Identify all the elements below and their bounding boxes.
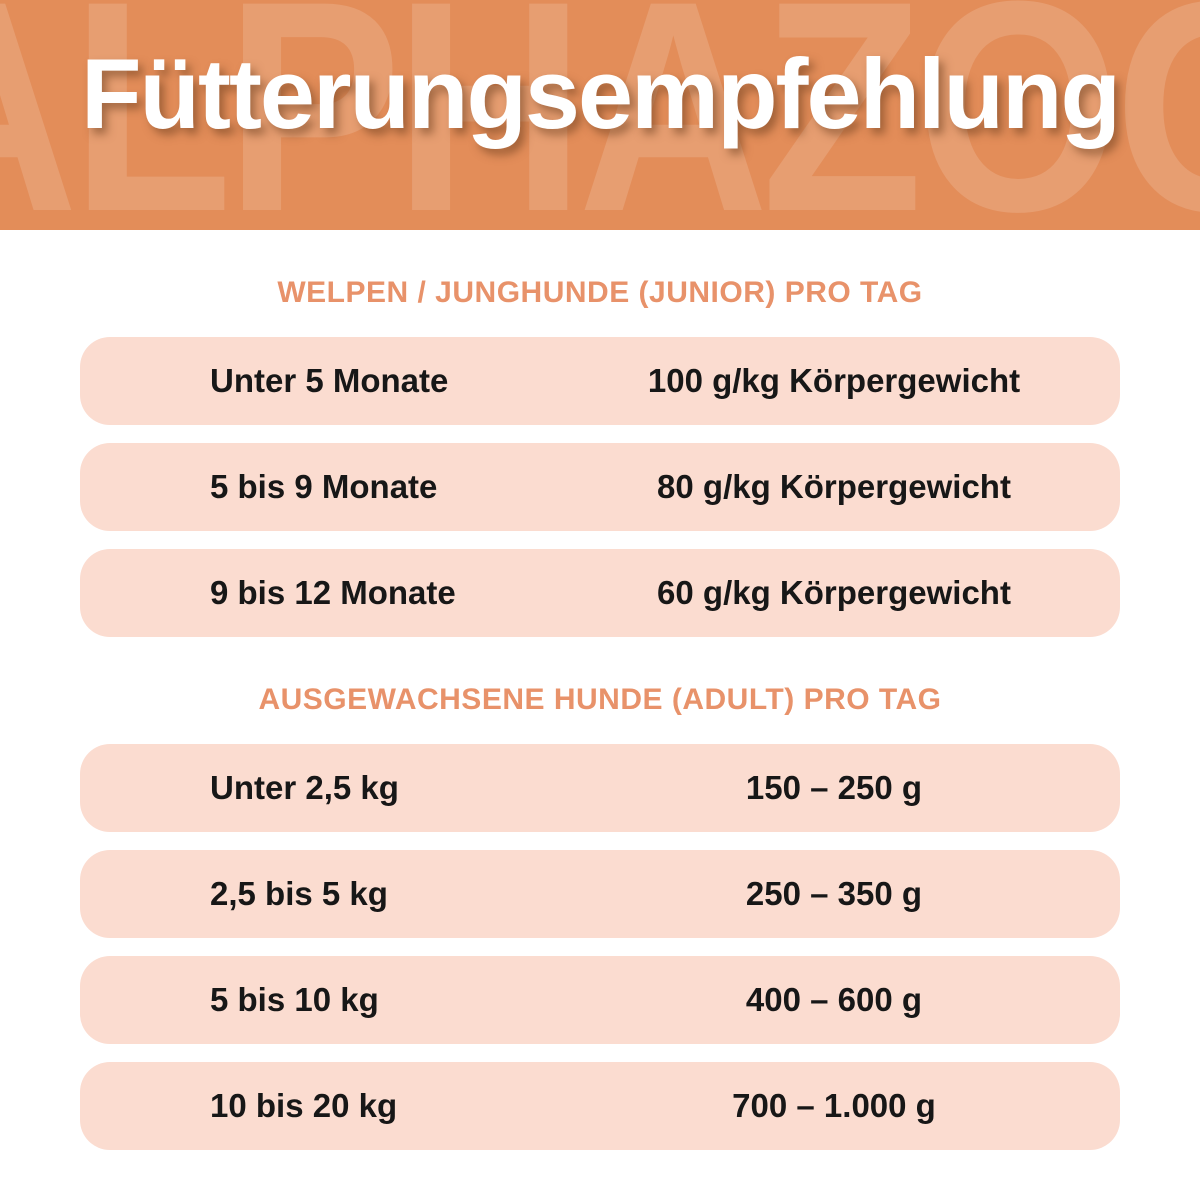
- table-row: Unter 5 Monate 100 g/kg Körpergewicht: [80, 337, 1120, 425]
- row-value: 60 g/kg Körpergewicht: [657, 574, 1011, 611]
- feeding-section: WELPEN / JUNGHUNDE (JUNIOR) PRO TAG Unte…: [0, 276, 1200, 637]
- row-label: 5 bis 10 kg: [210, 981, 379, 1018]
- header-band: ALPHAZOO Fütterungsempfehlung: [0, 0, 1200, 230]
- table-row: 9 bis 12 Monate 60 g/kg Körpergewicht: [80, 549, 1120, 637]
- row-value: 700 – 1.000 g: [732, 1087, 936, 1124]
- row-value: 250 – 350 g: [745, 875, 923, 912]
- table-row: 2,5 bis 5 kg 250 – 350 g: [80, 850, 1120, 938]
- row-label: Unter 2,5 kg: [210, 769, 399, 806]
- table-row: 5 bis 9 Monate 80 g/kg Körpergewicht: [80, 443, 1120, 531]
- row-value: 400 – 600 g: [745, 981, 923, 1018]
- row-label: 5 bis 9 Monate: [210, 468, 438, 505]
- section-rows: Unter 2,5 kg 150 – 250 g 2,5 bis 5 kg 25…: [0, 744, 1200, 1150]
- row-value: 80 g/kg Körpergewicht: [657, 468, 1011, 505]
- table-row: Unter 2,5 kg 150 – 250 g: [80, 744, 1120, 832]
- section-heading: WELPEN / JUNGHUNDE (JUNIOR) PRO TAG: [277, 276, 923, 309]
- feeding-tables: WELPEN / JUNGHUNDE (JUNIOR) PRO TAG Unte…: [0, 276, 1200, 1150]
- row-label: Unter 5 Monate: [210, 362, 449, 399]
- feeding-section: AUSGEWACHSENE HUNDE (ADULT) PRO TAG Unte…: [0, 683, 1200, 1150]
- row-label: 9 bis 12 Monate: [210, 574, 456, 611]
- row-value: 100 g/kg Körpergewicht: [647, 362, 1021, 399]
- row-label: 10 bis 20 kg: [210, 1087, 398, 1124]
- row-label: 2,5 bis 5 kg: [210, 875, 388, 912]
- section-rows: Unter 5 Monate 100 g/kg Körpergewicht 5 …: [0, 337, 1200, 637]
- brand-watermark-text: ALPHAZOO: [0, 0, 1200, 230]
- page-title: Fütterungsempfehlung: [81, 38, 1121, 149]
- table-row: 5 bis 10 kg 400 – 600 g: [80, 956, 1120, 1044]
- row-value: 150 – 250 g: [745, 769, 923, 806]
- section-heading: AUSGEWACHSENE HUNDE (ADULT) PRO TAG: [258, 683, 942, 716]
- table-row: 10 bis 20 kg 700 – 1.000 g: [80, 1062, 1120, 1150]
